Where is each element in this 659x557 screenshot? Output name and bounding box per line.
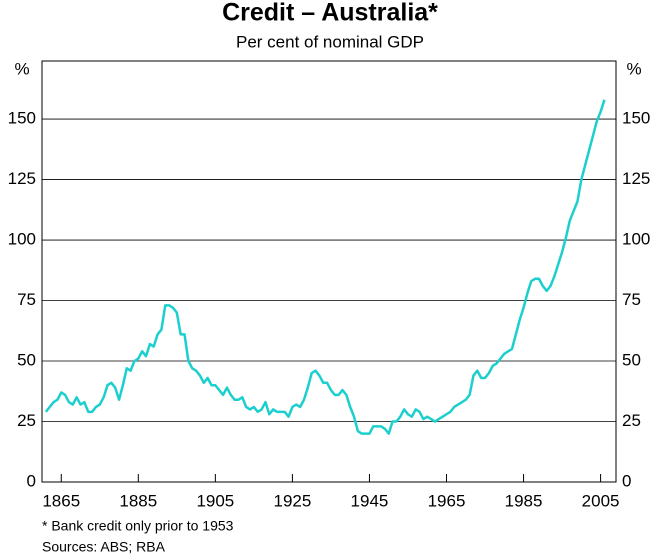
y-tick-label: 150 <box>8 109 36 128</box>
y-tick-label: 0 <box>27 471 36 490</box>
x-tick-label: 1885 <box>119 491 157 510</box>
chart-title: Credit – Australia* <box>222 0 438 27</box>
data-line <box>44 99 606 435</box>
y2-tick-label: 25 <box>622 411 641 430</box>
y-tick-label: 75 <box>17 290 36 309</box>
y2-tick-label: 0 <box>622 471 631 490</box>
y-tick-label: 50 <box>17 351 36 370</box>
chart-subtitle: Per cent of nominal GDP <box>236 32 424 51</box>
x-tick-label: 1985 <box>505 491 543 510</box>
y2-tick-label: 125 <box>622 169 650 188</box>
x-tick-label: 1965 <box>428 491 466 510</box>
plot-frame <box>41 60 617 483</box>
x-tick-label: 1925 <box>273 491 311 510</box>
x-tick-label: 1905 <box>196 491 234 510</box>
x-tick-label: 2005 <box>582 491 620 510</box>
footnote: * Bank credit only prior to 1953 <box>42 518 234 534</box>
x-tick-label: 1945 <box>351 491 389 510</box>
y-axis-unit: % <box>14 59 29 78</box>
y-tick-label: 25 <box>17 411 36 430</box>
y2-tick-label: 100 <box>622 230 650 249</box>
y2-tick-label: 150 <box>622 109 650 128</box>
y2-tick-label: 50 <box>622 351 641 370</box>
y2-axis-unit: % <box>626 59 641 78</box>
y-tick-label: 125 <box>8 169 36 188</box>
source-note: Sources: ABS; RBA <box>42 539 166 555</box>
y-tick-label: 100 <box>8 230 36 249</box>
y2-tick-label: 75 <box>622 290 641 309</box>
x-tick-label: 1865 <box>42 491 80 510</box>
